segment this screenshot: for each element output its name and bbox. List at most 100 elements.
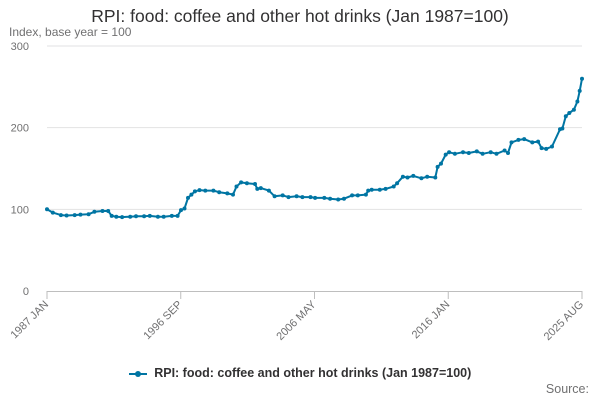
data-point[interactable] bbox=[391, 184, 396, 189]
data-point[interactable] bbox=[217, 190, 222, 195]
data-point[interactable] bbox=[369, 187, 374, 192]
data-point[interactable] bbox=[147, 213, 152, 218]
data-point[interactable] bbox=[128, 214, 133, 219]
data-point[interactable] bbox=[255, 186, 260, 191]
data-point[interactable] bbox=[377, 187, 382, 192]
data-point[interactable] bbox=[286, 195, 291, 200]
data-point[interactable] bbox=[266, 188, 271, 193]
data-point[interactable] bbox=[400, 174, 405, 179]
data-point[interactable] bbox=[106, 209, 111, 213]
data-point[interactable] bbox=[109, 213, 114, 218]
data-point[interactable] bbox=[350, 193, 355, 198]
data-point[interactable] bbox=[435, 164, 440, 169]
data-series bbox=[45, 76, 584, 220]
data-point[interactable] bbox=[134, 214, 138, 219]
data-point[interactable] bbox=[308, 195, 313, 200]
data-point[interactable] bbox=[58, 213, 63, 218]
data-point[interactable] bbox=[234, 184, 239, 189]
data-point[interactable] bbox=[439, 161, 443, 166]
data-point[interactable] bbox=[550, 144, 554, 149]
data-point[interactable] bbox=[366, 188, 371, 193]
data-point[interactable] bbox=[175, 213, 180, 218]
data-point[interactable] bbox=[142, 214, 147, 219]
data-point[interactable] bbox=[539, 146, 544, 151]
data-point[interactable] bbox=[447, 150, 452, 155]
data-point[interactable] bbox=[244, 181, 249, 186]
data-point[interactable] bbox=[563, 114, 568, 119]
data-point[interactable] bbox=[186, 195, 190, 200]
data-point[interactable] bbox=[313, 195, 318, 200]
data-point[interactable] bbox=[443, 152, 448, 157]
data-point[interactable] bbox=[560, 126, 565, 131]
data-point[interactable] bbox=[425, 174, 430, 179]
data-point[interactable] bbox=[253, 182, 257, 186]
data-point[interactable] bbox=[516, 137, 521, 142]
data-point[interactable] bbox=[433, 175, 438, 180]
data-point[interactable] bbox=[182, 206, 187, 211]
data-point[interactable] bbox=[231, 192, 235, 197]
data-point[interactable] bbox=[466, 151, 471, 155]
data-point[interactable] bbox=[452, 151, 457, 156]
data-point[interactable] bbox=[225, 191, 230, 196]
data-point[interactable] bbox=[336, 197, 341, 202]
data-point[interactable] bbox=[169, 213, 174, 218]
data-point[interactable] bbox=[258, 186, 263, 191]
data-point[interactable] bbox=[86, 212, 91, 217]
data-point[interactable] bbox=[192, 189, 197, 194]
data-point[interactable] bbox=[494, 151, 499, 156]
data-point[interactable] bbox=[577, 88, 582, 93]
data-point[interactable] bbox=[294, 194, 299, 199]
data-point[interactable] bbox=[179, 208, 183, 213]
data-point[interactable] bbox=[161, 214, 166, 219]
data-point[interactable] bbox=[342, 196, 346, 201]
data-point[interactable] bbox=[64, 213, 69, 218]
y-tick-label: 0 bbox=[23, 286, 29, 298]
data-point[interactable] bbox=[114, 214, 119, 219]
data-point[interactable] bbox=[506, 151, 510, 155]
data-point[interactable] bbox=[203, 188, 208, 193]
grid-lines bbox=[47, 45, 582, 210]
data-point[interactable] bbox=[571, 107, 576, 112]
data-point[interactable] bbox=[120, 215, 125, 220]
data-point[interactable] bbox=[567, 111, 572, 115]
data-point[interactable] bbox=[211, 188, 216, 193]
data-point[interactable] bbox=[461, 150, 465, 155]
data-point[interactable] bbox=[474, 149, 479, 154]
data-point[interactable] bbox=[155, 214, 160, 219]
data-point[interactable] bbox=[575, 99, 580, 104]
data-point[interactable] bbox=[509, 140, 514, 145]
data-point[interactable] bbox=[322, 195, 327, 200]
legend[interactable]: RPI: food: coffee and other hot drinks (… bbox=[0, 366, 600, 380]
data-point[interactable] bbox=[300, 195, 305, 200]
data-point[interactable] bbox=[72, 213, 77, 218]
data-point[interactable] bbox=[530, 140, 535, 145]
data-point[interactable] bbox=[419, 176, 424, 181]
data-point[interactable] bbox=[280, 193, 285, 198]
x-tick-label: 2006 MAY bbox=[274, 298, 319, 343]
data-point[interactable] bbox=[328, 196, 333, 201]
data-point[interactable] bbox=[580, 76, 584, 81]
data-point[interactable] bbox=[239, 180, 244, 185]
data-point[interactable] bbox=[189, 192, 194, 197]
data-point[interactable] bbox=[395, 181, 400, 186]
data-point[interactable] bbox=[536, 139, 541, 144]
data-point[interactable] bbox=[488, 150, 493, 155]
data-point[interactable] bbox=[544, 146, 549, 151]
data-point[interactable] bbox=[411, 173, 416, 178]
data-point[interactable] bbox=[405, 175, 410, 180]
data-point[interactable] bbox=[272, 194, 277, 199]
data-point[interactable] bbox=[197, 188, 202, 193]
data-point[interactable] bbox=[100, 209, 105, 213]
data-point[interactable] bbox=[50, 210, 55, 215]
data-point[interactable] bbox=[45, 207, 49, 212]
data-point[interactable] bbox=[92, 209, 97, 214]
data-point[interactable] bbox=[78, 212, 83, 217]
data-point[interactable] bbox=[502, 148, 507, 153]
data-point[interactable] bbox=[363, 192, 368, 197]
x-tick-label: 1987 JAN bbox=[8, 299, 51, 342]
data-point[interactable] bbox=[383, 186, 388, 191]
data-point[interactable] bbox=[522, 137, 527, 142]
data-point[interactable] bbox=[355, 193, 360, 198]
data-point[interactable] bbox=[480, 151, 485, 156]
x-axis: 1987 JAN 1996 SEP 2006 MAY 2016 JAN 2025 AUG bbox=[8, 291, 586, 343]
